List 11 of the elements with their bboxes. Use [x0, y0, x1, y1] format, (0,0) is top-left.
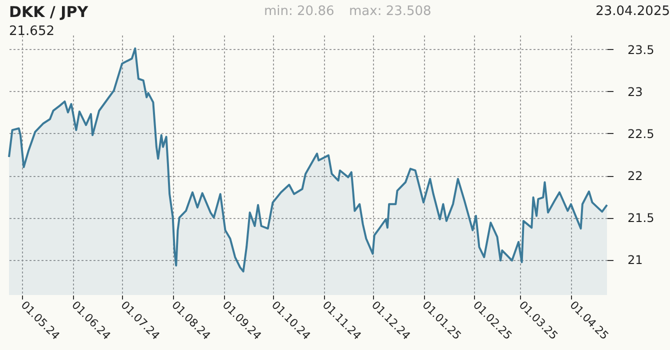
- y-tick-label: 22: [628, 169, 643, 184]
- text: min: 20.86: [264, 4, 334, 19]
- annotation: 21.652: [9, 24, 54, 39]
- y-tick-label: 21: [628, 253, 643, 268]
- y-tick-label: 21.5: [628, 211, 654, 226]
- y-tick-label: 23.5: [628, 42, 654, 57]
- y-tick-label: 23: [628, 84, 643, 99]
- text: max: 23.508: [349, 4, 432, 19]
- chart-title: DKK / JPY: [9, 3, 90, 21]
- text: 23.04.2025: [596, 4, 670, 19]
- y-tick-label: 22.5: [628, 126, 654, 141]
